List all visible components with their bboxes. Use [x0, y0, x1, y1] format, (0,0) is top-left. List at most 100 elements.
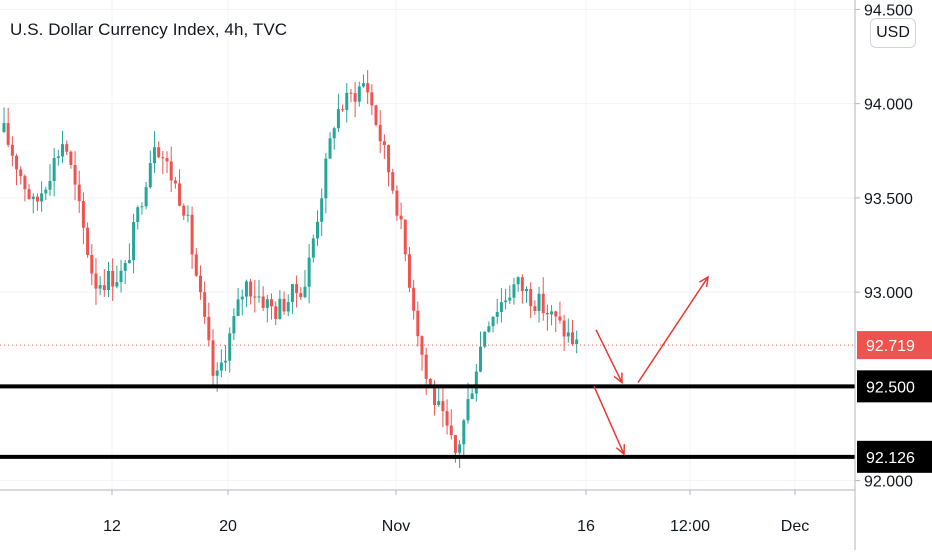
- candle-body: [127, 260, 131, 264]
- candle-body: [2, 123, 6, 132]
- candle-body: [399, 215, 403, 220]
- candle-body: [52, 158, 56, 182]
- candle-body: [416, 310, 420, 337]
- candle-body: [533, 306, 537, 311]
- candle-body: [81, 201, 85, 228]
- time-tick-label: 20: [219, 518, 237, 535]
- candle-body: [541, 293, 545, 314]
- last-price-label: 92.719: [866, 338, 915, 355]
- currency-button[interactable]: USD: [870, 18, 916, 48]
- last-price-label-bg: [857, 331, 932, 360]
- candlestick-series: [2, 70, 579, 469]
- candle-body: [537, 293, 541, 311]
- candle-body: [550, 311, 554, 315]
- candle-body: [512, 284, 516, 298]
- level-label-bg: [857, 440, 932, 473]
- candle-body: [182, 205, 186, 216]
- candle-body: [324, 158, 328, 199]
- candle-body: [295, 284, 299, 294]
- candle-body: [86, 227, 90, 255]
- candle-body: [119, 270, 123, 283]
- candle-body: [374, 105, 378, 125]
- candle-body: [102, 285, 106, 291]
- candle-body: [370, 92, 374, 106]
- candle-body: [353, 93, 357, 102]
- price-tick-label: 92.000: [864, 474, 913, 491]
- candle-body: [148, 163, 152, 188]
- candle-body: [77, 184, 81, 202]
- candle-body: [152, 147, 156, 164]
- time-tick-label: 12: [103, 518, 121, 535]
- candle-body: [441, 401, 445, 412]
- candle-body: [462, 420, 466, 445]
- time-tick-label: Nov: [382, 518, 410, 535]
- candle-body: [341, 109, 345, 111]
- candle-body: [249, 281, 253, 297]
- candle-body: [403, 219, 407, 255]
- candle-body: [562, 320, 566, 337]
- candle-body: [508, 297, 512, 301]
- candle-body: [6, 123, 10, 145]
- candle-body: [19, 169, 23, 177]
- candle-body: [499, 302, 503, 313]
- candle-body: [303, 286, 307, 298]
- candle-body: [244, 281, 248, 297]
- candle-body: [566, 332, 570, 337]
- candle-body: [207, 316, 211, 341]
- candle-body: [570, 332, 574, 345]
- candle-body: [194, 254, 198, 276]
- candle-body: [186, 214, 190, 216]
- drawings-layer: [0, 275, 855, 459]
- candle-body: [224, 360, 228, 363]
- symbol-title: U.S. Dollar Currency Index, 4h, TVC: [10, 20, 288, 39]
- projection-arrow: [593, 386, 625, 455]
- candle-body: [391, 172, 395, 191]
- candle-body: [395, 190, 399, 216]
- candle-body: [236, 299, 240, 317]
- candle-body: [165, 158, 169, 162]
- candle-body: [311, 238, 315, 258]
- candle-body: [274, 306, 278, 319]
- candle-body: [387, 145, 391, 173]
- candle-body: [157, 147, 161, 158]
- candle-body: [479, 346, 483, 372]
- candle-body: [412, 287, 416, 311]
- price-tick-label: 94.500: [864, 2, 913, 19]
- candle-body: [290, 284, 294, 303]
- candle-body: [23, 176, 27, 190]
- candle-body: [69, 151, 73, 165]
- candle-body: [144, 187, 148, 207]
- projection-arrow: [595, 329, 623, 383]
- candle-body: [178, 183, 182, 206]
- price-tick-label: 93.500: [864, 191, 913, 208]
- candle-body: [424, 354, 428, 379]
- time-tick-label: Dec: [781, 518, 809, 535]
- candle-body: [307, 257, 311, 287]
- candle-body: [554, 311, 558, 317]
- candle-body: [198, 275, 202, 293]
- candle-body: [504, 300, 508, 303]
- candle-body: [378, 124, 382, 142]
- candle-body: [361, 83, 365, 87]
- candle-body: [140, 206, 144, 208]
- candle-body: [61, 144, 65, 157]
- candle-body: [366, 83, 370, 93]
- projection-arrowhead: [613, 372, 623, 385]
- candle-body: [215, 370, 219, 376]
- candle-body: [487, 326, 491, 332]
- level-price-label: 92.500: [866, 379, 915, 396]
- candle-body: [336, 109, 340, 129]
- price-tick-label: 93.000: [864, 285, 913, 302]
- candle-body: [15, 155, 19, 170]
- candle-body: [328, 138, 332, 159]
- candle-body: [491, 316, 495, 327]
- price-tick-label: 94.000: [864, 97, 913, 114]
- candle-body: [495, 312, 499, 317]
- candle-body: [219, 362, 223, 371]
- candle-body: [232, 316, 236, 334]
- candle-body: [466, 399, 470, 421]
- candle-body: [320, 198, 324, 222]
